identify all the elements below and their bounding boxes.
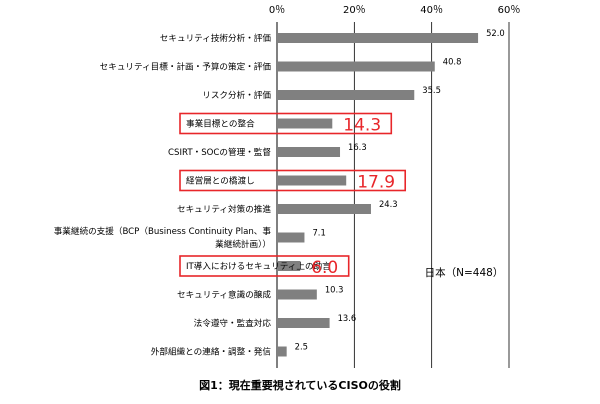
value-label: 24.3 (379, 199, 398, 209)
category-label: セキュリティ目標・計画・予算の策定・評価 (100, 61, 272, 73)
category-labels: セキュリティ技術分析・評価セキュリティ目標・計画・予算の策定・評価リスク分析・評… (54, 32, 331, 358)
x-tick-label: 60％ (498, 5, 521, 16)
bar (277, 232, 305, 243)
value-label: 13.6 (338, 313, 357, 323)
bars (277, 33, 479, 357)
highlight-box (179, 255, 350, 277)
category-label: 業継続計画）） (215, 238, 271, 250)
bar (277, 175, 347, 186)
value-label: 52.0 (486, 28, 505, 38)
category-label: セキュリティ対策の推進 (177, 203, 271, 215)
value-label: 40.8 (443, 57, 462, 67)
value-label: 10.3 (325, 285, 344, 295)
category-label: 事業目標との整合 (186, 118, 255, 130)
category-label: 法令遵守・監査対応 (194, 317, 272, 329)
chart-caption: 図1：現在重要視されているCISOの役割 (199, 378, 401, 392)
bar (277, 289, 317, 300)
x-tick-labels: 0％ 20％ 40％ 60％ (269, 5, 521, 16)
x-tick-label: 20％ (343, 5, 366, 16)
highlight-value-label: 17.9 (357, 173, 395, 193)
highlight-value-label: 6.0 (311, 258, 338, 278)
value-labels: 52.0 40.8 35.5 14.3 16.3 17.9 24.3 7.1 6.0 10.3 13… (295, 28, 505, 352)
category-label: セキュリティ技術分析・評価 (160, 32, 272, 44)
bar (277, 204, 371, 214)
value-label: 35.5 (422, 85, 441, 95)
category-label: リスク分析・評価 (202, 89, 271, 101)
legend-label: 日本（N=448） (425, 266, 504, 279)
bar (277, 90, 415, 100)
bar (277, 261, 301, 271)
bar (277, 33, 479, 43)
highlight-box (179, 112, 393, 135)
value-label: 7.1 (312, 228, 325, 238)
x-tick-label: 0％ (269, 5, 285, 16)
gridlines (276, 22, 510, 368)
value-label: 16.3 (348, 142, 367, 152)
bar (277, 118, 333, 129)
category-label: 外部組織との連絡・調整・発信 (151, 346, 272, 358)
value-label: 2.5 (295, 342, 308, 352)
highlight-value-label: 14.3 (343, 116, 381, 136)
bar (277, 61, 435, 72)
category-label: IT導入におけるセキュリティ上の助言 (186, 260, 331, 272)
bar (277, 147, 341, 157)
x-tick-label: 40％ (420, 5, 443, 16)
bar (277, 346, 287, 357)
highlight-box (179, 169, 407, 192)
bar (277, 318, 330, 328)
category-label: 経営層との橋渡し (186, 175, 255, 187)
category-label: 事業継続の支援（BCP（Business Continuity Plan、事 (54, 225, 272, 237)
category-label: セキュリティ意識の醸成 (177, 289, 271, 301)
highlight-boxes (179, 112, 407, 277)
category-label: CSIRT・SOCの管理・監督 (168, 146, 271, 158)
